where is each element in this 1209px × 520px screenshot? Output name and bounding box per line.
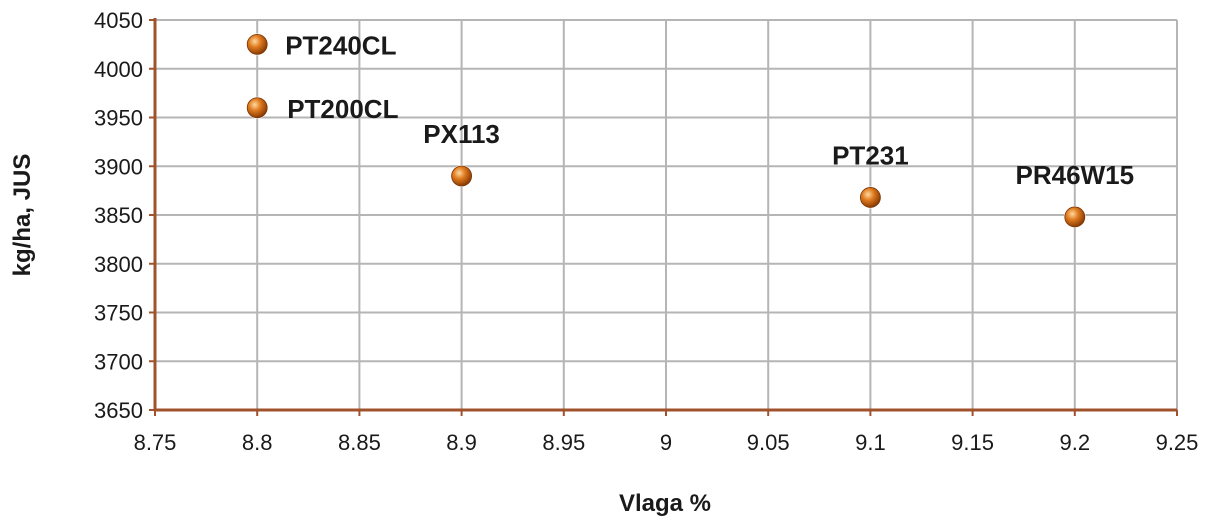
x-tick-label: 9.1	[855, 430, 886, 455]
x-tick-label: 9	[660, 430, 672, 455]
y-tick-label: 3850	[94, 203, 143, 228]
data-point	[246, 97, 268, 119]
point-label: PT200CL	[287, 94, 398, 124]
x-axis-title: Vlaga %	[619, 490, 711, 517]
data-point	[1064, 206, 1086, 228]
grid-layer	[155, 19, 1178, 410]
data-point	[451, 165, 473, 187]
y-tick-label: 3900	[94, 154, 143, 179]
y-tick-label: 4050	[94, 8, 143, 33]
x-tick-label: 8.75	[134, 430, 177, 455]
y-tick-label: 3700	[94, 349, 143, 374]
data-point	[246, 33, 268, 55]
x-tick-label: 9.05	[747, 430, 790, 455]
axis-layer	[149, 18, 1178, 416]
point-label: PX113	[423, 119, 500, 149]
point-layer	[246, 33, 1086, 228]
x-tick-label: 9.2	[1060, 430, 1091, 455]
x-tick-label: 8.95	[542, 430, 585, 455]
y-tick-label: 4000	[94, 57, 143, 82]
x-tick-label: 8.85	[338, 430, 381, 455]
point-label: PR46W15	[1016, 160, 1135, 190]
y-tick-label: 3800	[94, 252, 143, 277]
point-label: PT240CL	[285, 30, 396, 60]
y-tick-label: 3950	[94, 106, 143, 131]
x-tick-label: 9.25	[1156, 430, 1199, 455]
label-layer: PT240CL PT200CL PX113 PT231 PR46W15	[285, 30, 1134, 190]
x-tick-label: 9.15	[951, 430, 994, 455]
point-label: PT231	[832, 140, 909, 170]
y-tick-label: 3650	[94, 398, 143, 423]
tick-layer: 8.75 8.8 8.85 8.9 8.95 9 9.05 9.1 9.15 9.2 9.25 365…	[94, 8, 1198, 455]
data-point	[860, 187, 881, 208]
x-tick-label: 8.8	[242, 430, 273, 455]
y-tick-label: 3750	[94, 301, 143, 326]
y-axis-title: kg/ha, JUS	[9, 154, 36, 277]
x-tick-label: 8.9	[446, 430, 477, 455]
